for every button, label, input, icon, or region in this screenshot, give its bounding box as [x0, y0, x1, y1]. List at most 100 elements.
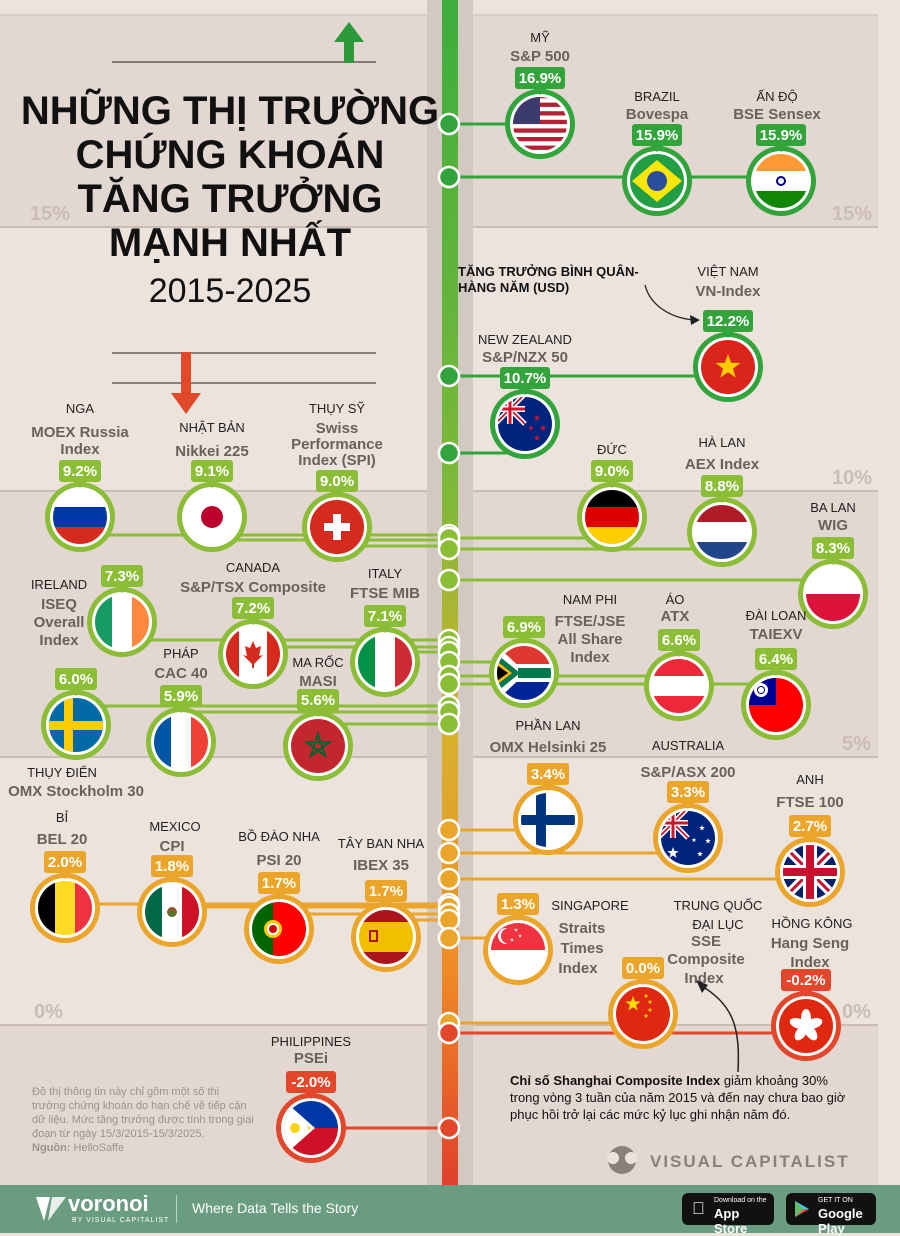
label-i2-ch: Index (SPI)	[298, 452, 376, 469]
label-index-ph: PSEi	[294, 1050, 328, 1067]
badge-gb	[789, 815, 831, 837]
value-label-ru: 9.2%	[63, 463, 97, 480]
value-label-pt: 1.7%	[262, 875, 296, 892]
value-label-sg: 1.3%	[501, 896, 535, 913]
us-flag-icon	[513, 97, 567, 151]
market-nz: 10.7% NEW ZEALAND S&P/NZX 50	[478, 332, 572, 459]
title-line-4: MẠNH NHẤT	[109, 219, 351, 265]
note-line-3: dữ liệu. Mức tăng trưởng được tính trong…	[32, 1114, 254, 1126]
badge-cn	[622, 957, 664, 979]
label-i1-hk: Index	[790, 954, 830, 971]
axis-node-us	[437, 112, 461, 136]
market-be: 2.0% BỈ BEL 20	[30, 810, 100, 943]
grid-label-15-left: 15%	[30, 203, 70, 225]
market-ma: 5.6% MA RỐC MASI	[283, 655, 353, 781]
badge-br	[632, 124, 682, 146]
axis-label-line-1: TĂNG TRƯỞNG BÌNH QUÂN-	[458, 264, 639, 279]
label-country-nl: HÀ LAN	[699, 435, 746, 450]
badge-se	[55, 668, 97, 690]
value-label-at: 6.6%	[662, 632, 696, 649]
label-index-ma: MASI	[299, 673, 337, 690]
market-gb: 2.7% ANH FTSE 100	[775, 772, 845, 907]
badge-sg	[497, 893, 539, 915]
market-jp: 9.1% NHẬT BẢN Nikkei 225	[175, 420, 249, 552]
google-play-icon	[795, 1201, 809, 1217]
value-label-fi: 3.4%	[531, 766, 565, 783]
label-i1-za: All Share	[557, 631, 622, 648]
market-br: 15.9% BRAZIL Bovespa	[622, 89, 692, 216]
annotation-arrowhead	[696, 980, 708, 993]
value-label-ch: 9.0%	[320, 473, 354, 490]
label-i0-hk: Hang Seng	[771, 935, 849, 952]
label-country-de: ĐỨC	[597, 442, 627, 457]
market-au: 3.3% AUSTRALIA S&P/ASX 200	[640, 738, 736, 873]
value-label-ie: 7.3%	[105, 568, 139, 585]
annotation-group: Chỉ số Shanghai Composite Index giảm kho…	[510, 980, 846, 1122]
value-label-us: 16.9%	[519, 70, 562, 87]
label-i0-ie: ISEQ	[41, 596, 77, 613]
label-i0-sg: Straits	[559, 920, 606, 937]
label-country-pt: BỒ ĐÀO NHA	[238, 829, 320, 844]
label-country-be: BỈ	[56, 810, 69, 825]
badge-jp	[191, 460, 233, 482]
label-i2-za: Index	[570, 649, 610, 666]
voronoi-logo-icon	[36, 1197, 66, 1221]
axis-node-hk	[437, 1021, 461, 1045]
markers: 16.9% MỸ S&P 500 15.9% BRAZIL Bovespa 15.9% ẤN …	[8, 30, 868, 1163]
value-label-be: 2.0%	[48, 854, 82, 871]
label-country-ch: THỤY SỸ	[309, 401, 365, 416]
label-country-ma: MA RỐC	[292, 655, 343, 670]
note-source: Nguồn: HelloSaffe	[32, 1142, 124, 1154]
badge-tw	[755, 648, 797, 670]
badge-vn	[703, 310, 753, 332]
label-country-fr: PHÁP	[163, 646, 198, 661]
label-index-fr: CAC 40	[154, 665, 207, 682]
value-label-ca: 7.2%	[236, 600, 270, 617]
label-index-be: BEL 20	[37, 831, 88, 848]
google-play-button[interactable]: GET IT ON Google Play	[786, 1193, 876, 1236]
title-block: NHỮNG THỊ TRƯỜNG CHỨNG KHOÁN TĂNG TRƯỞNG…	[21, 22, 439, 414]
label-country-ca: CANADA	[226, 560, 281, 575]
label-country-pl: BA LAN	[810, 500, 856, 515]
footer-divider	[176, 1195, 177, 1223]
badge-ru	[59, 460, 101, 482]
label-index-in: BSE Sensex	[733, 106, 821, 123]
label-index-mx: CPI	[159, 838, 184, 855]
connector-vn	[449, 367, 730, 378]
axis-node-in	[437, 165, 461, 189]
fr-flag-icon	[154, 715, 208, 769]
market-es: 1.7% TÂY BAN NHA IBEX 35	[338, 836, 425, 972]
vn-flag-icon	[701, 340, 755, 394]
title-line-1: NHỮNG THỊ TRƯỜNG	[21, 87, 439, 133]
label-country-tw: ĐÀI LOAN	[746, 608, 807, 623]
value-label-br: 15.9%	[636, 127, 679, 144]
label-country-jp: NHẬT BẢN	[179, 420, 245, 435]
nl-flag-icon	[695, 505, 749, 559]
axis-node-au	[437, 841, 461, 865]
value-label-au: 3.3%	[671, 784, 705, 801]
app-store-button[interactable]:  Download on the App Store	[682, 1193, 774, 1236]
label-i2-sg: Index	[558, 960, 598, 977]
label-index-pl: WIG	[818, 517, 848, 534]
ma-flag-icon	[291, 719, 345, 773]
label-i1-ru: Index	[60, 441, 100, 458]
cn-flag-icon	[616, 987, 670, 1041]
axis-node-vn	[437, 364, 461, 388]
apple-icon: 	[692, 1199, 705, 1219]
label-country-it: ITALY	[368, 566, 403, 581]
au-flag-icon	[661, 811, 715, 865]
badge-pt	[258, 872, 300, 894]
ca-flag-icon	[226, 627, 280, 681]
label-country-ru: NGA	[66, 401, 95, 416]
axis-label-line-2: HÀNG NĂM (USD)	[458, 280, 569, 295]
badge-de	[591, 460, 633, 482]
label-index-fi: OMX Helsinki 25	[490, 739, 607, 756]
axis-node-ma	[437, 712, 461, 736]
axis-node-gb	[437, 867, 461, 891]
za-flag-icon	[497, 646, 551, 700]
annotation-line-1: Chỉ số Shanghai Composite Index giảm kho…	[510, 1073, 828, 1088]
be-flag-icon	[38, 881, 92, 935]
label-country-hk: HỒNG KÔNG	[772, 916, 853, 931]
market-de: 9.0% ĐỨC	[577, 442, 647, 552]
